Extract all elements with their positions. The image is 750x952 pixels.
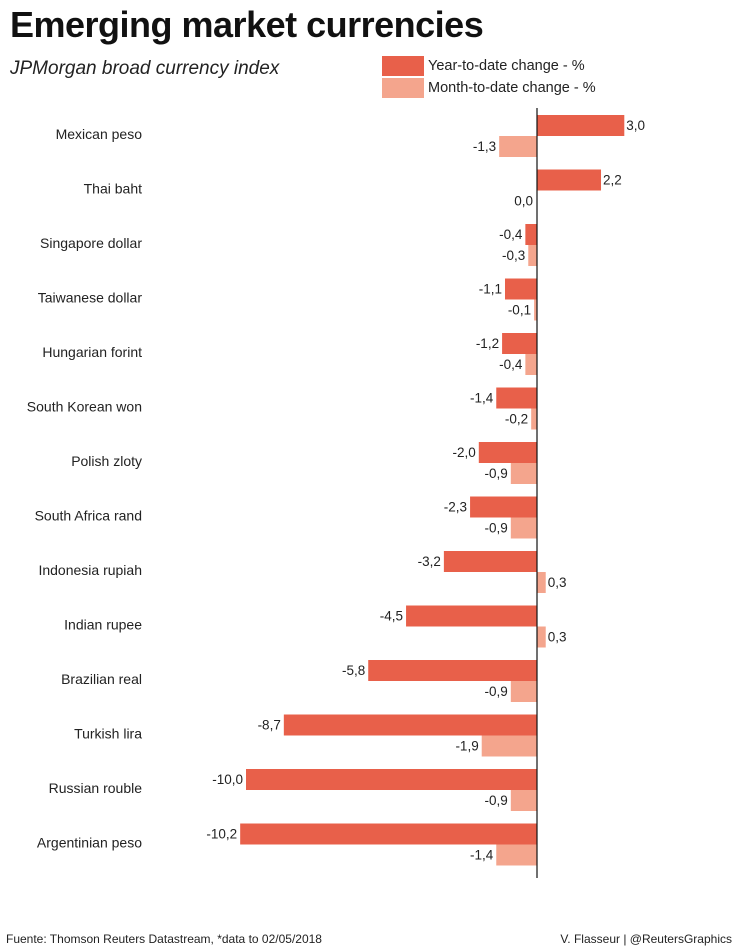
bar-ytd-south-korean-won xyxy=(496,387,537,409)
category-label-polish-zloty: Polish zloty xyxy=(71,453,142,469)
data-label-ytd-russian-rouble: -10,0 xyxy=(212,772,243,787)
legend-item-mtd: Month-to-date change - % xyxy=(382,77,596,99)
bar-mtd-south-korean-won xyxy=(531,408,537,430)
bar-mtd-taiwanese-dollar xyxy=(534,299,537,321)
chart-subtitle: JPMorgan broad currency index xyxy=(10,58,280,79)
category-label-south-korean-won: South Korean won xyxy=(27,399,142,415)
data-label-mtd-singapore-dollar: -0,3 xyxy=(502,248,525,263)
category-label-singapore-dollar: Singapore dollar xyxy=(40,235,142,251)
data-label-mtd-taiwanese-dollar: -0,1 xyxy=(508,303,531,318)
category-label-south-africa-rand: South Africa rand xyxy=(35,508,142,524)
data-label-mtd-argentinian-peso: -1,4 xyxy=(470,848,494,863)
category-label-indonesia-rupiah: Indonesia rupiah xyxy=(38,562,142,578)
data-label-ytd-indonesia-rupiah: -3,2 xyxy=(418,554,441,569)
credit-note: V. Flasseur | @ReutersGraphics xyxy=(560,932,732,946)
bar-mtd-hungarian-forint xyxy=(525,354,537,375)
data-label-mtd-brazilian-real: -0,9 xyxy=(485,684,508,699)
data-label-ytd-hungarian-forint: -1,2 xyxy=(476,336,499,351)
bar-ytd-indonesia-rupiah xyxy=(443,551,537,572)
data-label-ytd-indian-rupee: -4,5 xyxy=(380,609,403,624)
category-label-thai-baht: Thai baht xyxy=(84,181,142,197)
data-label-mtd-south-africa-rand: -0,9 xyxy=(485,521,508,536)
bar-ytd-brazilian-real xyxy=(368,660,537,681)
bar-ytd-russian-rouble xyxy=(246,769,537,790)
legend-swatch-ytd xyxy=(382,56,424,76)
bar-mtd-singapore-dollar xyxy=(528,245,537,266)
source-note: Fuente: Thomson Reuters Datastream, *dat… xyxy=(6,932,322,946)
data-label-ytd-thai-baht: 2,2 xyxy=(603,173,622,188)
category-label-turkish-lira: Turkish lira xyxy=(74,726,142,742)
bar-ytd-turkish-lira xyxy=(283,714,537,736)
bar-mtd-brazilian-real xyxy=(510,681,537,702)
data-label-ytd-argentinian-peso: -10,2 xyxy=(206,827,237,842)
data-label-mtd-hungarian-forint: -0,4 xyxy=(499,357,523,372)
bar-ytd-mexican-peso xyxy=(537,115,625,136)
bar-mtd-argentinian-peso xyxy=(496,844,537,866)
bar-mtd-turkish-lira xyxy=(481,735,537,757)
data-label-mtd-indian-rupee: 0,3 xyxy=(548,630,567,645)
data-label-ytd-singapore-dollar: -0,4 xyxy=(499,227,523,242)
chart-title: Emerging market currencies xyxy=(10,4,484,45)
bar-mtd-indian-rupee xyxy=(537,626,546,648)
data-label-mtd-russian-rouble: -0,9 xyxy=(485,793,508,808)
category-label-hungarian-forint: Hungarian forint xyxy=(42,344,142,360)
category-label-russian-rouble: Russian rouble xyxy=(49,780,143,796)
data-label-ytd-brazilian-real: -5,8 xyxy=(342,663,365,678)
data-label-ytd-mexican-peso: 3,0 xyxy=(626,118,645,133)
legend-label-ytd: Year-to-date change - % xyxy=(428,58,585,74)
category-label-brazilian-real: Brazilian real xyxy=(61,671,142,687)
legend-item-ytd: Year-to-date change - % xyxy=(382,55,596,77)
bar-mtd-south-africa-rand xyxy=(510,517,537,539)
data-label-mtd-south-korean-won: -0,2 xyxy=(505,412,528,427)
bar-ytd-argentinian-peso xyxy=(240,823,537,845)
bar-ytd-taiwanese-dollar xyxy=(504,278,537,300)
data-label-ytd-south-africa-rand: -2,3 xyxy=(444,500,467,515)
bar-ytd-thai-baht xyxy=(537,169,602,191)
bar-mtd-mexican-peso xyxy=(499,136,537,157)
legend-label-mtd: Month-to-date change - % xyxy=(428,80,596,96)
category-label-indian-rupee: Indian rupee xyxy=(64,617,142,633)
data-label-mtd-polish-zloty: -0,9 xyxy=(485,466,508,481)
data-label-ytd-south-korean-won: -1,4 xyxy=(470,391,494,406)
bar-ytd-hungarian-forint xyxy=(502,333,537,354)
data-label-ytd-taiwanese-dollar: -1,1 xyxy=(479,282,502,297)
bar-ytd-polish-zloty xyxy=(478,442,537,463)
data-label-mtd-turkish-lira: -1,9 xyxy=(455,739,478,754)
data-label-mtd-indonesia-rupiah: 0,3 xyxy=(548,575,567,590)
data-label-ytd-polish-zloty: -2,0 xyxy=(453,445,476,460)
category-label-taiwanese-dollar: Taiwanese dollar xyxy=(38,290,143,306)
category-label-argentinian-peso: Argentinian peso xyxy=(37,835,142,851)
bar-ytd-indian-rupee xyxy=(406,605,537,627)
data-label-mtd-mexican-peso: -1,3 xyxy=(473,139,496,154)
bar-mtd-polish-zloty xyxy=(510,463,537,484)
bar-ytd-south-africa-rand xyxy=(470,496,537,518)
bar-mtd-russian-rouble xyxy=(510,790,537,811)
legend-swatch-mtd xyxy=(382,78,424,98)
legend: Year-to-date change - % Month-to-date ch… xyxy=(382,55,596,99)
bar-ytd-singapore-dollar xyxy=(525,224,537,245)
bar-mtd-indonesia-rupiah xyxy=(537,572,546,593)
data-label-ytd-turkish-lira: -8,7 xyxy=(258,718,281,733)
data-label-mtd-thai-baht: 0,0 xyxy=(514,194,533,209)
category-label-mexican-peso: Mexican peso xyxy=(56,126,143,142)
